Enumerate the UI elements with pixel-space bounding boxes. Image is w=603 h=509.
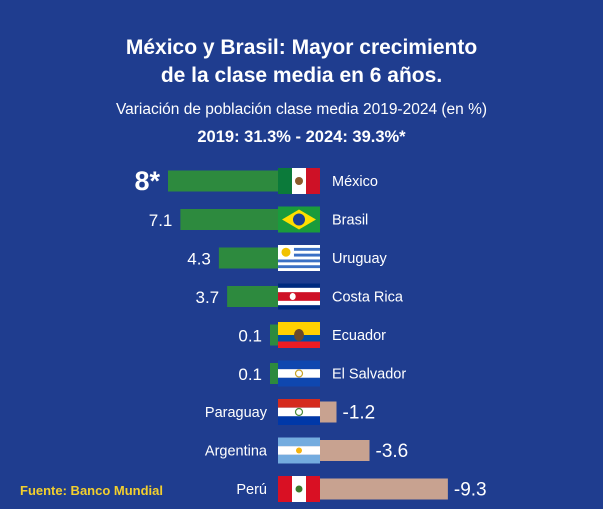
value-label: 8*: [134, 166, 160, 196]
title-line-1: México y Brasil: Mayor crecimiento: [125, 36, 478, 59]
value-label: 0.1: [238, 327, 262, 346]
value-label: 4.3: [187, 250, 211, 269]
paraguay-flag: [278, 399, 320, 425]
uruguay-flag: [278, 245, 320, 271]
bar-el-salvador: [270, 363, 278, 384]
country-label: Brasil: [332, 213, 368, 229]
chart-title: México y Brasil: Mayor crecimiento de la…: [0, 34, 603, 90]
value-label: 0.1: [238, 365, 262, 384]
bar-perú: [320, 478, 448, 500]
peru-flag: [278, 476, 320, 502]
bar-méxico: [168, 170, 278, 192]
country-label: Ecuador: [332, 328, 386, 344]
argentina-flag: [278, 437, 320, 464]
costa-rica-flag: [278, 283, 320, 310]
value-label: -1.2: [343, 403, 376, 424]
country-label: México: [332, 174, 378, 190]
bar-brasil: [180, 209, 278, 230]
country-label: Paraguay: [205, 405, 268, 421]
value-label: -9.3: [454, 480, 487, 501]
highlight-stat: 2019: 31.3% - 2024: 39.3%*: [197, 128, 406, 146]
country-label: Argentina: [205, 444, 268, 460]
country-label: El Salvador: [332, 367, 406, 383]
title-line-2: de la clase media en 6 años.: [160, 64, 443, 87]
bar-ecuador: [270, 324, 278, 346]
brazil-flag: [278, 206, 320, 233]
value-label: 7.1: [149, 211, 173, 230]
chart-subtitle: Variación de población clase media 2019-…: [115, 101, 488, 118]
bar-costa-rica: [227, 286, 278, 307]
bar-paraguay: [320, 401, 337, 423]
bar-uruguay: [218, 247, 278, 269]
country-label: Uruguay: [332, 251, 388, 267]
source-label: Fuente: Banco Mundial: [20, 483, 163, 498]
value-label: -3.6: [376, 441, 409, 462]
bar-argentina: [320, 440, 370, 461]
mexico-flag: [278, 168, 320, 194]
ecuador-flag: [278, 322, 320, 348]
country-label: Costa Rica: [332, 290, 404, 306]
el-salvador-flag: [278, 360, 320, 387]
value-label: 3.7: [195, 288, 219, 307]
country-label: Perú: [236, 482, 267, 498]
